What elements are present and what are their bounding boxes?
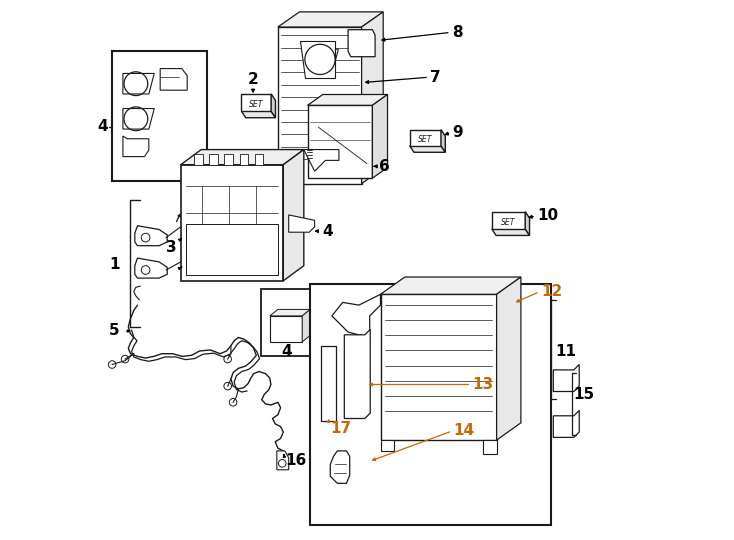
Polygon shape [308,105,372,178]
Polygon shape [332,294,380,338]
Text: 14: 14 [454,423,474,438]
Text: 3: 3 [166,240,177,255]
Polygon shape [410,146,446,152]
Polygon shape [348,30,375,57]
Polygon shape [483,440,497,454]
Polygon shape [186,224,278,275]
Polygon shape [299,40,335,78]
Text: 6: 6 [379,159,390,174]
Polygon shape [321,346,336,421]
Polygon shape [497,277,521,440]
Polygon shape [302,309,310,342]
Polygon shape [553,410,579,437]
Polygon shape [362,12,383,184]
Polygon shape [270,309,310,316]
Text: SET: SET [249,100,264,109]
Polygon shape [195,154,203,165]
Polygon shape [410,130,441,146]
Polygon shape [553,364,579,391]
Polygon shape [277,451,288,470]
Bar [261,289,323,356]
Text: 16: 16 [285,453,306,468]
Polygon shape [181,150,304,165]
Polygon shape [330,451,349,483]
Polygon shape [380,294,497,440]
Polygon shape [380,440,394,451]
Polygon shape [492,212,526,229]
Polygon shape [135,258,167,278]
Text: 2: 2 [247,72,258,87]
Text: 4: 4 [282,343,292,359]
Polygon shape [441,130,446,152]
Text: 9: 9 [452,125,463,140]
Polygon shape [135,226,167,246]
Polygon shape [271,94,275,118]
Text: 10: 10 [537,208,559,224]
Polygon shape [123,73,154,94]
Polygon shape [526,212,529,235]
Text: 8: 8 [452,25,462,40]
Text: SET: SET [501,218,516,227]
Polygon shape [270,316,302,342]
Polygon shape [492,229,529,235]
Polygon shape [380,277,521,294]
Polygon shape [283,150,304,281]
Text: 11: 11 [555,343,576,359]
Text: 13: 13 [472,377,493,392]
Text: 15: 15 [573,387,595,402]
Polygon shape [308,94,388,105]
Text: 4: 4 [97,119,108,134]
Text: 17: 17 [330,421,352,436]
Text: 5: 5 [109,323,120,338]
Polygon shape [241,94,271,111]
Bar [112,51,206,181]
Polygon shape [239,154,248,165]
Text: SET: SET [418,136,432,144]
Polygon shape [225,154,233,165]
Polygon shape [123,109,154,129]
Polygon shape [241,111,275,118]
Polygon shape [344,329,370,418]
Polygon shape [255,154,264,165]
Polygon shape [160,69,187,90]
Polygon shape [278,27,362,184]
Polygon shape [307,49,338,70]
Polygon shape [181,165,283,281]
Polygon shape [278,12,383,27]
Polygon shape [304,150,339,171]
Text: 4: 4 [323,224,333,239]
Polygon shape [123,136,149,157]
Text: 7: 7 [430,70,441,85]
Text: 12: 12 [541,284,562,299]
Bar [310,284,550,525]
Polygon shape [372,94,388,178]
Polygon shape [209,154,218,165]
Text: 1: 1 [109,257,120,272]
Polygon shape [288,215,315,232]
